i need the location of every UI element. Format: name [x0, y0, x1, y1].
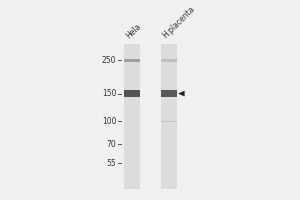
- Text: 150: 150: [102, 89, 116, 98]
- Text: 250: 250: [102, 56, 116, 65]
- Bar: [124, 59, 140, 62]
- Text: Hela: Hela: [124, 22, 143, 40]
- Bar: [161, 90, 177, 97]
- Bar: [161, 59, 177, 62]
- Text: H.placenta: H.placenta: [161, 5, 197, 40]
- Bar: [161, 44, 177, 189]
- Bar: [124, 44, 140, 189]
- Bar: [161, 121, 177, 122]
- Bar: [124, 90, 140, 97]
- Text: 70: 70: [106, 140, 116, 149]
- Polygon shape: [178, 91, 184, 96]
- Text: 100: 100: [102, 117, 116, 126]
- Text: 55: 55: [106, 159, 116, 168]
